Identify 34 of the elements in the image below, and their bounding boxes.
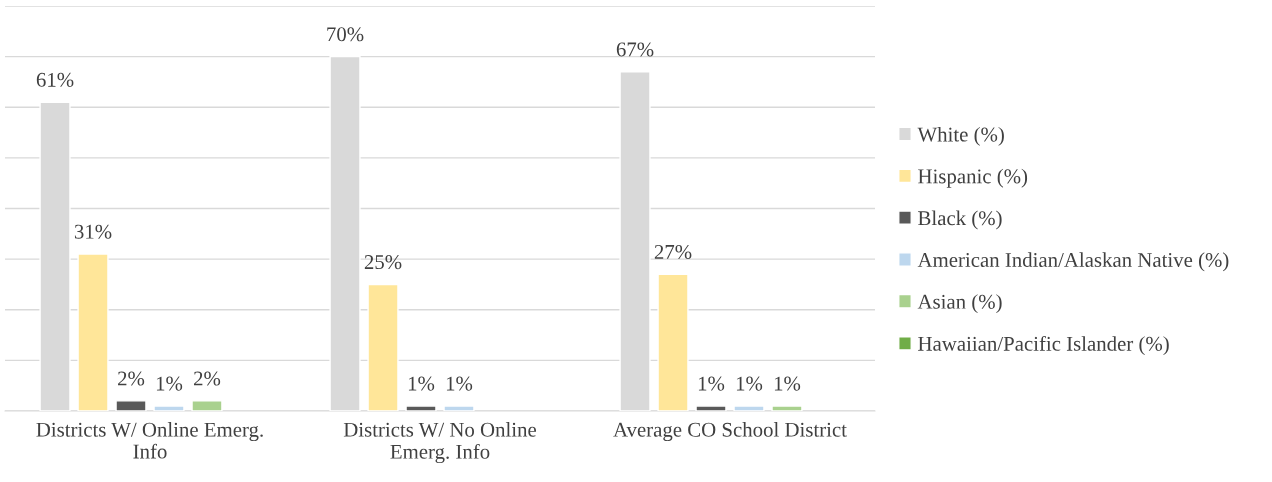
legend-label: Hispanic (%) [918,168,1028,188]
bar [115,400,147,411]
data-label: 27% [654,244,692,260]
bar [733,405,765,411]
data-label: 61% [36,72,74,87]
data-label: 2% [118,371,145,386]
bar [657,273,689,411]
data-label: 2% [194,371,221,386]
data-label: 1% [774,376,801,391]
bar [443,405,475,411]
data-label: 1% [698,376,725,391]
data-label: 67% [616,42,654,57]
bar [77,253,109,411]
legend-label: White (%) [917,126,1004,146]
bar [405,405,437,411]
data-label: 25% [364,255,402,270]
bar [191,400,223,411]
bar [771,405,803,411]
x-tick-label: Average CO School District [613,422,847,442]
bar [367,283,399,411]
legend-label: American Indian/Alaskan Native (%) [917,252,1229,272]
bar [153,405,185,411]
data-label: 31% [74,224,112,239]
legend-label: Hawaiian/Pacific Islander (%) [918,335,1169,356]
legend-label: Black (%) [918,210,1002,230]
legend-label: Asian (%) [917,294,1002,314]
data-label: 1% [736,376,763,391]
x-tick-label: Districts W/ Online Emerg. Info [36,422,263,459]
x-tick-label: Districts W/ No Online Emerg. Info [343,422,537,464]
data-label: 1% [408,376,435,391]
bar [695,405,727,411]
data-label: 1% [446,376,473,391]
data-label: 70% [327,27,364,42]
data-label: 1% [156,376,183,391]
